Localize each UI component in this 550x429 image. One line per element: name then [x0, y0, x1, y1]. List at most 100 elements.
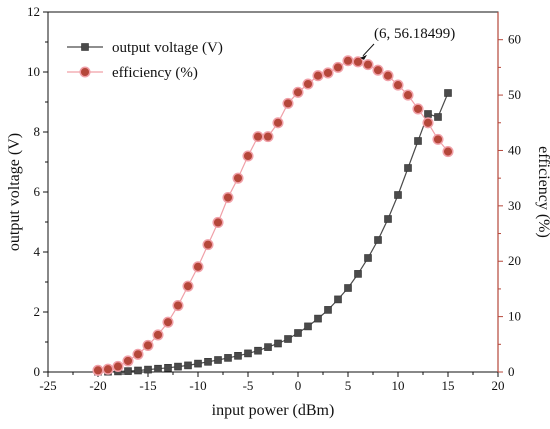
efficiency-point	[262, 131, 274, 143]
y-left-tick-label: 4	[34, 244, 41, 259]
legend-label-efficiency: efficiency (%)	[112, 65, 198, 81]
efficiency-point	[332, 61, 344, 73]
y-right-tick-label: 10	[508, 309, 521, 324]
y-right-tick-label: 20	[508, 253, 521, 268]
y-right-tick-label: 60	[508, 32, 521, 47]
voltage-point	[294, 329, 302, 337]
efficiency-point	[442, 146, 454, 158]
voltage-point	[424, 110, 432, 118]
efficiency-point	[212, 216, 224, 229]
efficiency-point	[392, 79, 404, 91]
x-tick-label: 15	[442, 378, 455, 393]
y-right-tick-label: 50	[508, 87, 521, 102]
efficiency-series-line	[97, 60, 449, 371]
voltage-point	[364, 254, 372, 262]
x-tick-label: -5	[243, 378, 254, 393]
voltage-point	[304, 322, 312, 331]
legend-marker-efficiency	[79, 66, 91, 78]
voltage-point	[344, 284, 352, 292]
voltage-point	[184, 361, 192, 370]
voltage-point	[334, 295, 342, 304]
efficiency-point	[92, 364, 104, 376]
x-axis-title: input power (dBm)	[212, 402, 335, 419]
voltage-point	[374, 236, 382, 244]
efficiency-point	[372, 64, 384, 76]
voltage-point	[284, 335, 292, 343]
y-right-tick-label: 0	[508, 364, 515, 379]
legend-marker-voltage	[81, 43, 89, 51]
chart-annotation-layer: (6, 56.18499)	[360, 26, 455, 60]
efficiency-point	[272, 117, 284, 129]
y-left-tick-label: 2	[34, 304, 41, 319]
voltage-point	[324, 306, 332, 314]
efficiency-point	[302, 78, 314, 90]
voltage-point	[204, 357, 212, 366]
voltage-point	[444, 89, 452, 97]
efficiency-point	[112, 360, 124, 373]
legend-box	[56, 32, 226, 88]
efficiency-point	[322, 67, 334, 79]
voltage-point	[174, 362, 182, 371]
voltage-point	[254, 346, 262, 355]
annotation-leader-line	[362, 43, 375, 57]
efficiency-point	[192, 261, 204, 273]
efficiency-point	[242, 150, 254, 162]
efficiency-point	[412, 103, 424, 115]
x-tick-label: -25	[39, 378, 56, 393]
y-left-tick-label: 6	[34, 184, 41, 199]
efficiency-point	[162, 316, 174, 328]
efficiency-point	[432, 133, 444, 145]
efficiency-point	[362, 59, 374, 71]
voltage-point	[394, 191, 402, 199]
efficiency-point	[352, 56, 364, 68]
y-right-tick-label: 30	[508, 198, 521, 213]
voltage-point	[214, 356, 222, 364]
voltage-point	[274, 339, 282, 348]
voltage-point	[314, 314, 322, 323]
x-tick-label: -10	[189, 378, 206, 393]
efficiency-point	[312, 70, 324, 82]
voltage-point	[164, 363, 172, 372]
x-tick-label: 10	[392, 378, 405, 393]
x-tick-label: -15	[139, 378, 156, 393]
x-tick-label: 5	[345, 378, 352, 393]
efficiency-point	[102, 363, 114, 375]
legend-label-voltage: output voltage (V)	[112, 40, 223, 56]
y-left-tick-label: 8	[34, 124, 41, 139]
chart-axes-layer: -25 -20 -15 -10 -5 0 5 10 15 20024681012010203040…	[6, 4, 550, 419]
efficiency-point	[122, 355, 134, 367]
chart-series-layer	[92, 55, 454, 376]
efficiency-point	[172, 299, 184, 312]
efficiency-point	[152, 329, 164, 341]
annotation-arrowhead	[360, 54, 367, 60]
efficiency-point	[182, 280, 194, 292]
voltage-point	[434, 113, 442, 121]
efficiency-point	[402, 89, 414, 101]
efficiency-point	[282, 97, 294, 109]
voltage-point	[264, 343, 272, 351]
efficiency-point	[252, 131, 264, 143]
efficiency-point	[382, 70, 394, 82]
efficiency-point	[222, 191, 234, 204]
voltage-point	[404, 164, 412, 172]
voltage-point	[224, 354, 232, 362]
voltage-point	[124, 367, 132, 375]
annotation-label: (6, 56.18499)	[374, 26, 455, 42]
voltage-point	[234, 351, 242, 360]
efficiency-point	[422, 117, 434, 129]
chart-legend-layer: output voltage (V) efficiency (%)	[56, 32, 226, 88]
voltage-point	[414, 137, 422, 145]
y-left-tick-label: 0	[34, 364, 41, 379]
y-left-axis-title: output voltage (V)	[6, 133, 23, 251]
voltage-point	[354, 270, 362, 278]
efficiency-point	[142, 339, 154, 351]
efficiency-point	[202, 239, 214, 251]
y-right-axis-title: efficiency (%)	[535, 146, 550, 238]
y-left-tick-label: 10	[27, 64, 40, 79]
voltage-point	[134, 366, 142, 375]
efficiency-point	[342, 55, 354, 67]
x-tick-label: 20	[492, 378, 505, 393]
y-right-tick-label: 40	[508, 142, 521, 157]
